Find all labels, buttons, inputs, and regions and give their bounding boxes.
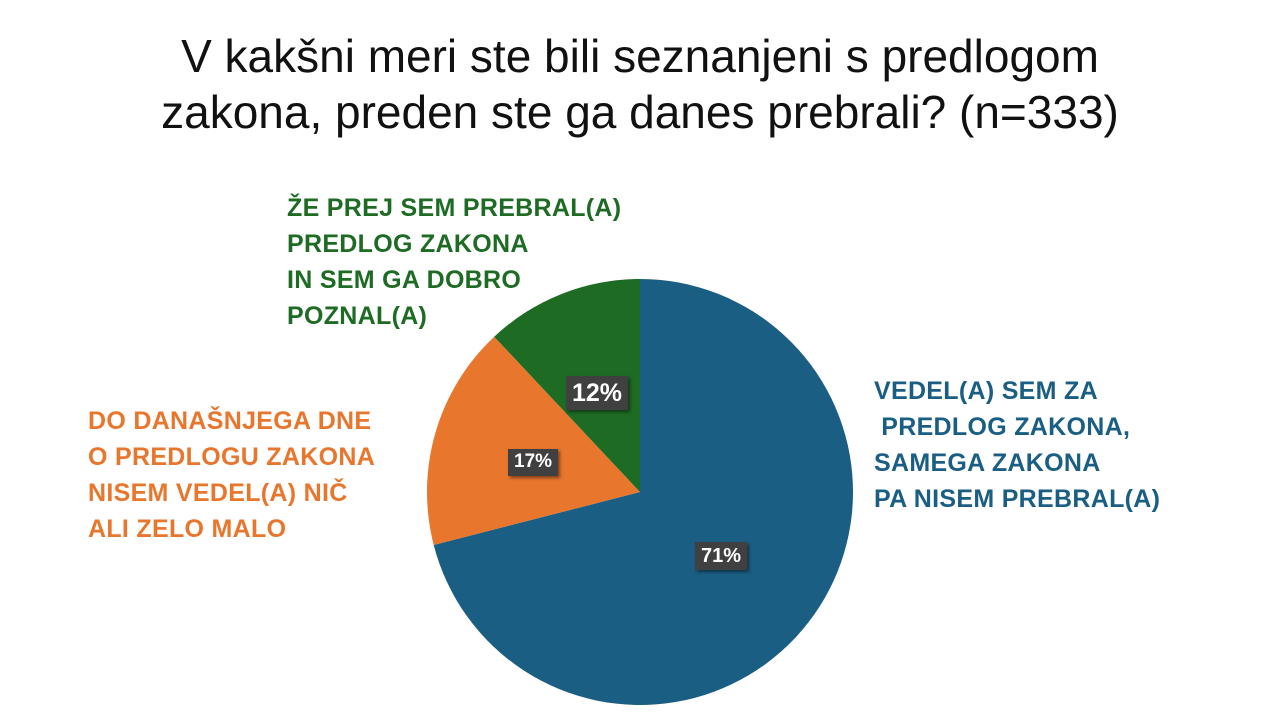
data-label-71: 71% bbox=[695, 542, 748, 570]
category-label-line: ŽE PREJ SEM PREBRAL(A) bbox=[287, 194, 622, 222]
category-label-line: PA NISEM PREBRAL(A) bbox=[874, 485, 1161, 513]
pie-slice-knew-nothing bbox=[427, 336, 640, 545]
category-label-line: VEDEL(A) SEM ZA bbox=[874, 377, 1098, 405]
data-label-12: 12% bbox=[566, 376, 629, 410]
category-label-knew-nothing: DO DANAŠNJEGA DNE O PREDLOGU ZAKONA NISE… bbox=[88, 403, 375, 547]
category-label-line: PREDLOG ZAKONA bbox=[287, 230, 529, 258]
category-label-already-read: ŽE PREJ SEM PREBRAL(A) PREDLOG ZAKONA IN… bbox=[287, 190, 621, 334]
category-label-line: NISEM VEDEL(A) NIČ bbox=[88, 479, 348, 507]
pie-slice-informed-not-read bbox=[433, 279, 853, 705]
category-label-line: DO DANAŠNJEGA DNE bbox=[88, 407, 372, 435]
category-label-line: ALI ZELO MALO bbox=[88, 515, 287, 543]
chart-title: V kakšni meri ste bili seznanjeni s pred… bbox=[0, 28, 1280, 140]
chart-title-line-1: V kakšni meri ste bili seznanjeni s pred… bbox=[181, 30, 1099, 82]
category-label-line: O PREDLOGU ZAKONA bbox=[88, 443, 376, 471]
category-label-line: IN SEM GA DOBRO bbox=[287, 266, 522, 294]
data-label-17: 17% bbox=[508, 449, 559, 476]
category-label-line: POZNAL(A) bbox=[287, 302, 428, 330]
category-label-informed-not-read: VEDEL(A) SEM ZA PREDLOG ZAKONA, SAMEGA Z… bbox=[874, 373, 1160, 517]
category-label-line: SAMEGA ZAKONA bbox=[874, 449, 1101, 477]
category-label-line: PREDLOG ZAKONA, bbox=[874, 413, 1131, 441]
chart-title-line-2: zakona, preden ste ga danes prebrali? (n… bbox=[161, 86, 1119, 138]
